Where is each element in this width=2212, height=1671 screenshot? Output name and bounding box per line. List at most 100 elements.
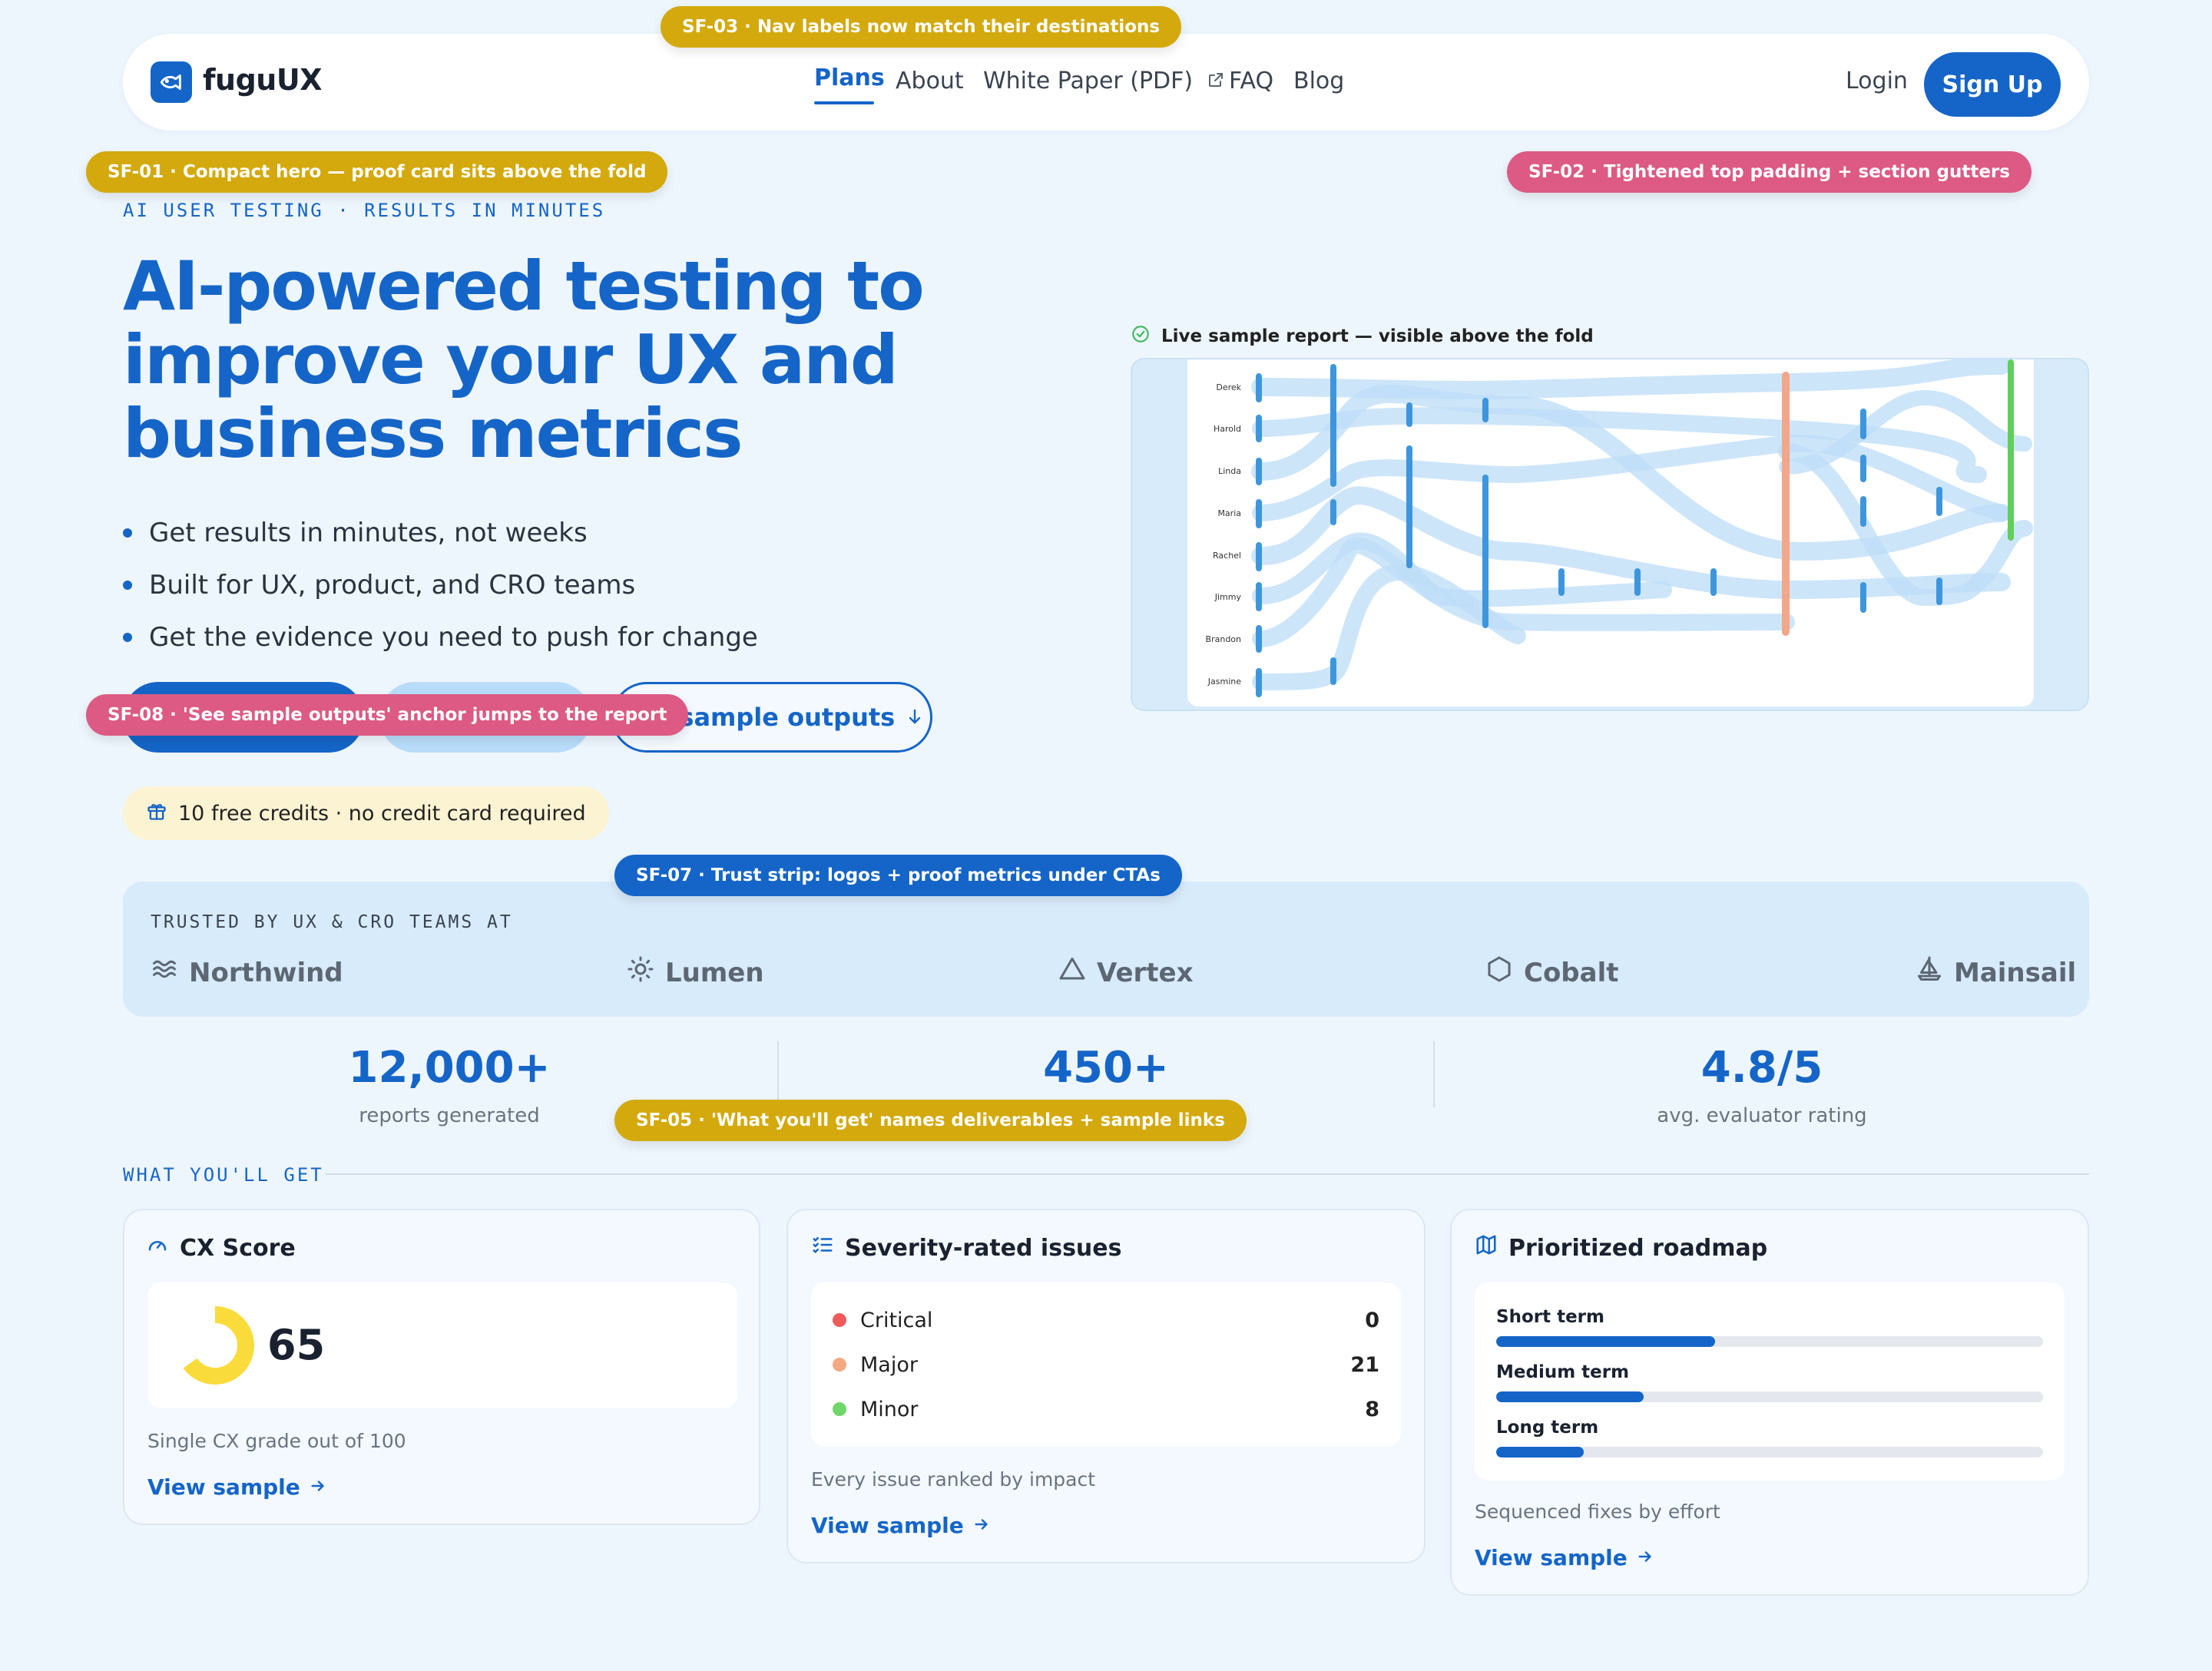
person-label: Linda <box>1218 466 1241 476</box>
logo-name: Lumen <box>665 957 764 988</box>
issue-label: Major <box>860 1352 918 1377</box>
view-sample-label: View sample <box>811 1513 964 1538</box>
person-label: Jasmine <box>1207 677 1241 687</box>
nav-link-blog[interactable]: Blog <box>1293 68 1345 94</box>
metric-label: avg. evaluator rating <box>1657 1104 1867 1127</box>
card-title: Severity-rated issues <box>811 1233 1121 1262</box>
hero-title: AI-powered testing to improve your UX an… <box>123 250 1014 471</box>
annotation-sf07: SF-07 · Trust strip: logos + proof metri… <box>614 855 1182 896</box>
bullet-text: Get results in minutes, not weeks <box>149 518 588 548</box>
severity-dot-icon <box>833 1313 846 1327</box>
free-credits-badge: 10 free credits · no credit card require… <box>123 786 609 840</box>
gauge-icon <box>146 1233 169 1262</box>
free-credits-text: 10 free credits · no credit card require… <box>178 801 586 826</box>
hero-bullet: Built for UX, product, and CRO teams <box>123 559 758 611</box>
metric-label: reports generated <box>359 1104 540 1127</box>
report-label-text: Live sample report — visible above the f… <box>1161 326 1594 346</box>
logo-lumen: Lumen <box>627 955 764 990</box>
arrow-right-icon <box>1637 1545 1654 1570</box>
report-label: Live sample report — visible above the f… <box>1131 324 1594 349</box>
annotation-sf02: SF-02 · Tightened top padding + section … <box>1507 151 2032 193</box>
person-label: Harold <box>1214 424 1241 434</box>
hexagon-icon <box>1485 955 1513 990</box>
trust-strip-title: TRUSTED BY UX & CRO TEAMS AT <box>151 912 513 932</box>
cx-score-value: 65 <box>267 1321 326 1369</box>
roadmap-panel: Short term Medium term Long term <box>1475 1282 2065 1481</box>
person-label: Maria <box>1217 508 1241 518</box>
external-link-icon <box>1207 68 1225 95</box>
view-sample-link[interactable]: View sample <box>811 1513 990 1538</box>
view-sample-label: View sample <box>1475 1545 1628 1570</box>
gift-icon <box>146 800 167 827</box>
bullet-dot-icon <box>123 581 132 590</box>
waves-icon <box>151 955 178 990</box>
roadmap-label: Short term <box>1496 1307 1604 1327</box>
fish-logo-icon[interactable] <box>151 61 192 103</box>
top-nav <box>123 34 2089 131</box>
issue-count: 8 <box>1365 1397 1379 1421</box>
hero-bullet: Get results in minutes, not weeks <box>123 507 758 559</box>
view-sample-link[interactable]: View sample <box>147 1474 326 1500</box>
cx-score-panel: 65 <box>147 1282 737 1408</box>
hero-title-line-3: business metrics <box>123 394 743 473</box>
triangle-icon <box>1058 955 1086 990</box>
card-title: CX Score <box>146 1233 296 1262</box>
nav-link-faq[interactable]: FAQ <box>1229 68 1274 94</box>
person-label: Jimmy <box>1214 592 1242 602</box>
severity-dot-icon <box>833 1358 846 1372</box>
sun-icon <box>627 955 654 990</box>
annotation-sf08: SF-08 · 'See sample outputs' anchor jump… <box>86 694 689 736</box>
hero-title-line-1: AI-powered testing to <box>123 247 925 326</box>
card-title-text: Prioritized roadmap <box>1508 1234 1768 1262</box>
login-link[interactable]: Login <box>1846 68 1908 94</box>
arrow-right-icon <box>973 1513 990 1538</box>
brand-name[interactable]: fuguUX <box>203 63 323 97</box>
arrow-right-icon <box>310 1474 326 1500</box>
issue-row-minor: Minor 8 <box>833 1387 1379 1431</box>
nav-link-white-paper-label: White Paper (PDF) <box>983 68 1194 94</box>
list-check-icon <box>811 1233 834 1262</box>
trust-strip <box>123 882 2089 1017</box>
annotation-sf03: SF-03 · Nav labels now match their desti… <box>661 6 1182 48</box>
roadmap-label: Medium term <box>1496 1362 1630 1382</box>
view-sample-label: View sample <box>147 1474 300 1500</box>
issue-count: 21 <box>1350 1352 1379 1377</box>
logo-mainsail: Mainsail <box>1916 955 2076 990</box>
roadmap-progress-track <box>1496 1447 2043 1458</box>
logo-name: Mainsail <box>1954 957 2077 988</box>
view-sample-link[interactable]: View sample <box>1475 1545 1654 1570</box>
metric-value: 450+ <box>1043 1043 1169 1093</box>
section-divider <box>326 1173 2089 1175</box>
card-description: Every issue ranked by impact <box>811 1468 1096 1491</box>
roadmap-progress-track <box>1496 1336 2043 1347</box>
card-description: Single CX grade out of 100 <box>147 1430 406 1452</box>
annotation-sf01: SF-01 · Compact hero — proof card sits a… <box>86 151 668 193</box>
metric-divider <box>777 1041 779 1107</box>
signup-button[interactable]: Sign Up <box>1924 52 2061 117</box>
roadmap-label: Long term <box>1496 1418 1599 1438</box>
severity-dot-icon <box>833 1402 846 1416</box>
bullet-dot-icon <box>123 528 132 538</box>
card-title-text: Severity-rated issues <box>845 1234 1122 1262</box>
hero-eyebrow: AI USER TESTING · RESULTS IN MINUTES <box>123 200 606 221</box>
issue-row-major: Major 21 <box>833 1342 1379 1387</box>
issue-count: 0 <box>1365 1308 1379 1332</box>
bullet-dot-icon <box>123 633 132 642</box>
metric-value: 4.8/5 <box>1700 1043 1823 1093</box>
nav-link-white-paper[interactable]: White Paper (PDF) <box>983 68 1225 95</box>
map-icon <box>1475 1233 1498 1262</box>
nav-link-about[interactable]: About <box>896 68 964 94</box>
logo-northwind: Northwind <box>151 955 343 990</box>
issue-label: Minor <box>860 1397 919 1421</box>
card-title: Prioritized roadmap <box>1475 1233 1767 1262</box>
person-label: Rachel <box>1213 551 1241 561</box>
check-circle-icon <box>1131 324 1151 349</box>
card-title-text: CX Score <box>180 1234 296 1262</box>
logo-name: Cobalt <box>1524 957 1619 988</box>
sailboat-icon <box>1916 955 1943 990</box>
logo-name: Vertex <box>1097 957 1194 988</box>
metric-divider <box>1433 1041 1435 1107</box>
bullet-text: Built for UX, product, and CRO teams <box>149 570 636 601</box>
roadmap-progress-fill <box>1496 1336 1715 1347</box>
nav-link-plans[interactable]: Plans <box>814 65 885 91</box>
